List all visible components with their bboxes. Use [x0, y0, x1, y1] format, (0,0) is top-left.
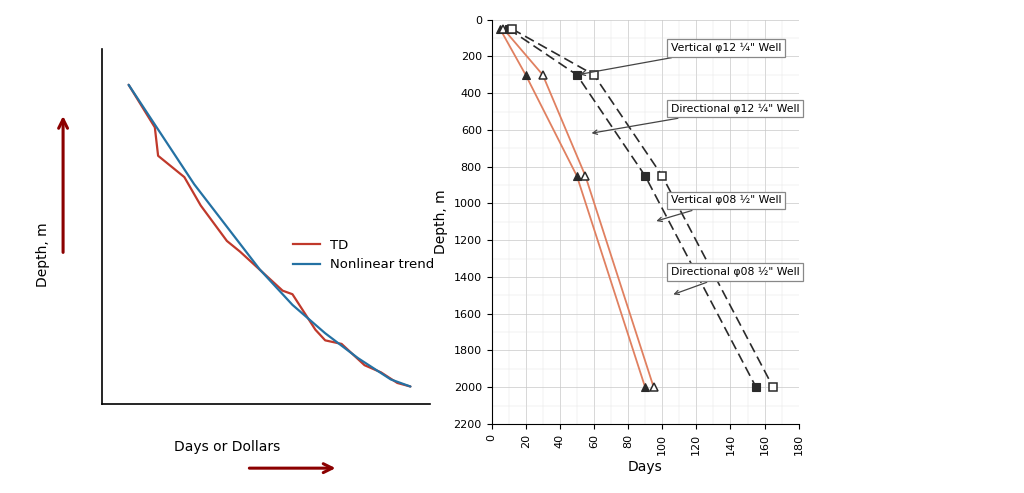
Text: Depth, m: Depth, m [37, 223, 50, 287]
Text: Vertical φ08 ½" Well: Vertical φ08 ½" Well [657, 195, 781, 221]
Text: Days or Dollars: Days or Dollars [174, 440, 280, 454]
Legend: TD, Nonlinear trend: TD, Nonlinear trend [288, 234, 440, 277]
Text: Vertical φ12 ¼" Well: Vertical φ12 ¼" Well [581, 43, 781, 75]
X-axis label: Days: Days [628, 460, 663, 474]
Text: Directional φ08 ½" Well: Directional φ08 ½" Well [671, 267, 800, 294]
Y-axis label: Depth, m: Depth, m [434, 189, 447, 254]
Text: Directional φ12 ¼" Well: Directional φ12 ¼" Well [593, 104, 799, 134]
